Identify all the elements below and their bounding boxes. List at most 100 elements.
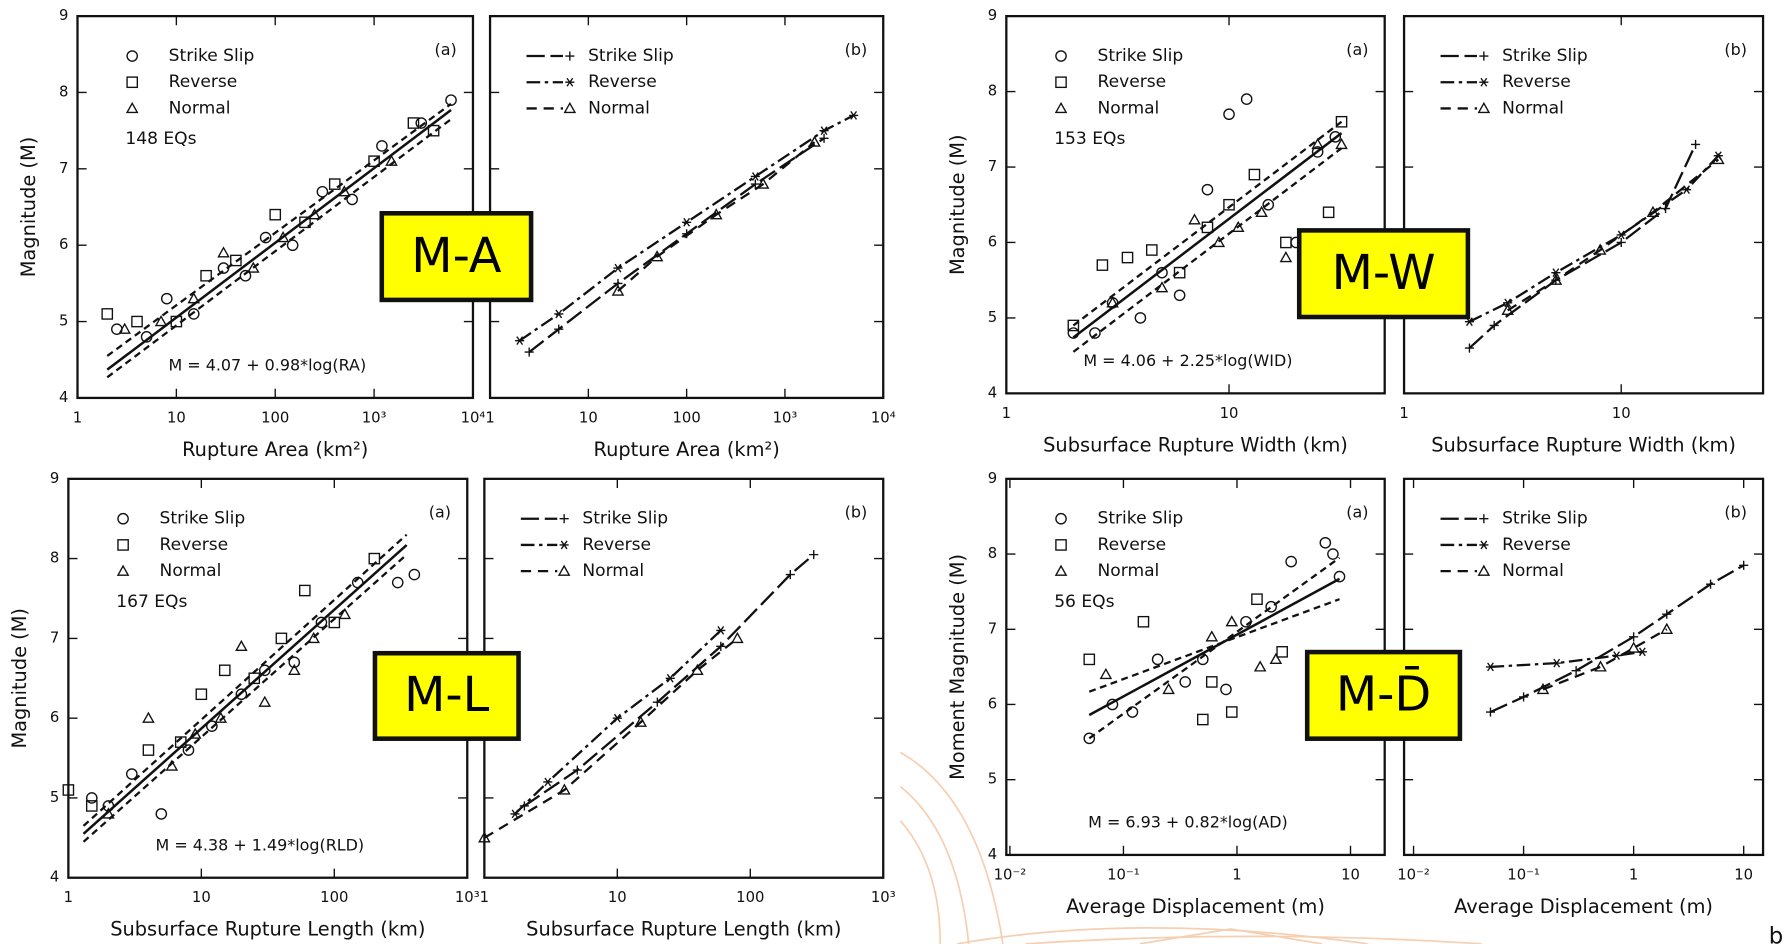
point-marker xyxy=(691,663,704,675)
point-marker xyxy=(1096,259,1109,271)
equation: M = 4.38 + 1.49*log(RLD) xyxy=(156,835,365,854)
y-tick-label: 6 xyxy=(59,236,68,253)
point-marker xyxy=(230,254,242,267)
point-marker xyxy=(559,540,569,550)
legend-label: Reverse xyxy=(1098,535,1167,555)
point-marker xyxy=(1464,343,1475,353)
y-tick-label: 7 xyxy=(59,160,68,177)
point-marker xyxy=(275,632,288,645)
y-axis-title: Moment Magnitude (M) xyxy=(946,554,969,780)
point-marker xyxy=(1551,268,1561,278)
point-marker xyxy=(565,77,575,87)
point-marker xyxy=(1134,312,1147,324)
y-tick-label: 5 xyxy=(59,313,68,330)
point-marker xyxy=(131,315,143,328)
x-tick-label: 10⁴ xyxy=(461,409,486,426)
point-marker xyxy=(195,688,208,701)
fit-line xyxy=(82,553,408,843)
point-marker xyxy=(1279,251,1293,263)
point-marker xyxy=(1054,564,1068,576)
y-tick-label: 9 xyxy=(59,7,68,24)
point-marker xyxy=(809,550,819,560)
point-marker xyxy=(269,208,282,221)
point-marker xyxy=(368,552,381,565)
point-marker xyxy=(1519,692,1529,702)
point-marker xyxy=(1137,615,1150,628)
point-marker xyxy=(1501,303,1514,316)
label-box xyxy=(379,211,534,303)
point-marker xyxy=(125,101,139,114)
point-marker xyxy=(1552,658,1562,668)
point-marker xyxy=(126,50,139,62)
point-marker xyxy=(1253,660,1267,672)
point-marker xyxy=(524,347,534,357)
point-marker xyxy=(634,715,648,727)
point-marker xyxy=(652,697,662,707)
y-tick-label: 9 xyxy=(50,470,59,487)
point-marker xyxy=(1188,213,1201,225)
point-marker xyxy=(1220,683,1232,696)
point-marker xyxy=(543,777,553,787)
series-line xyxy=(523,553,815,807)
legend-label: Normal xyxy=(1502,98,1564,118)
panel: 10⁻² 10⁻¹ 1 10 Average Displacement (m) (b) St… xyxy=(1397,477,1765,918)
point-marker xyxy=(338,607,352,620)
point-marker xyxy=(142,744,155,756)
point-marker xyxy=(246,261,260,273)
point-marker xyxy=(126,768,138,780)
equation: M = 6.93 + 0.82*log(AD) xyxy=(1088,813,1288,832)
background-arcs xyxy=(899,751,1482,944)
point-marker xyxy=(1225,615,1239,627)
x-tick-label: 1 xyxy=(73,409,82,426)
point-marker xyxy=(235,688,248,701)
point-marker xyxy=(1594,660,1607,672)
point-marker xyxy=(1660,622,1674,634)
point-marker xyxy=(1162,682,1175,695)
count-label: 56 EQs xyxy=(1054,592,1114,612)
point-marker xyxy=(750,172,760,181)
x-tick-label: 10 xyxy=(579,409,598,426)
y-tick-label: 7 xyxy=(50,629,59,646)
point-marker xyxy=(1269,652,1283,665)
panel-label: (a) xyxy=(1346,40,1368,59)
point-marker xyxy=(849,111,859,120)
point-marker xyxy=(709,208,723,220)
panel: 1 10 100 10³ 10⁴ Rupture Area (km²) (b) Strike … xyxy=(485,14,896,461)
point-marker xyxy=(1225,706,1238,718)
label-text: M-W xyxy=(1332,246,1436,301)
point-marker xyxy=(1311,146,1324,158)
point-marker xyxy=(1646,205,1660,217)
legend-label: Normal xyxy=(1098,98,1160,118)
point-marker xyxy=(407,117,420,129)
point-marker xyxy=(117,512,129,525)
legend-label: Strike Slip xyxy=(169,46,255,66)
point-marker xyxy=(259,231,272,244)
panel: 1 10 100 10³ 4 5 6 7 8 9 Subsurface Rupture Length… xyxy=(8,470,480,941)
point-marker xyxy=(1662,609,1672,619)
point-marker xyxy=(1251,593,1263,605)
legend-label: Strike Slip xyxy=(582,509,668,529)
legend-label: Reverse xyxy=(1098,72,1167,92)
point-marker xyxy=(1333,570,1346,583)
legend-label: Normal xyxy=(160,561,222,581)
legend-label: Normal xyxy=(588,98,650,118)
panel: 1 10 100 10³ Subsurface Rupture Length (km) (… xyxy=(478,477,896,941)
y-axis-title: Magnitude (M) xyxy=(8,608,31,749)
y-tick-label: 7 xyxy=(988,620,997,637)
x-tick-label: 10⁻¹ xyxy=(1507,866,1540,883)
point-marker xyxy=(554,309,564,319)
label-box xyxy=(1296,228,1471,320)
fit-line xyxy=(82,544,408,835)
point-marker xyxy=(1319,536,1332,549)
point-marker xyxy=(258,664,271,677)
point-marker xyxy=(1196,713,1209,726)
point-marker xyxy=(1479,540,1489,550)
point-marker xyxy=(1285,555,1297,568)
point-marker xyxy=(1479,77,1489,87)
point-marker xyxy=(445,94,457,106)
panel-label: (b) xyxy=(845,503,868,522)
point-marker xyxy=(1055,512,1067,525)
panel: 1 10 4 5 6 7 8 9 Subsurface Rupture Width (km) Ma… xyxy=(946,7,1386,456)
fit-line xyxy=(1072,132,1343,339)
point-marker xyxy=(299,216,311,229)
